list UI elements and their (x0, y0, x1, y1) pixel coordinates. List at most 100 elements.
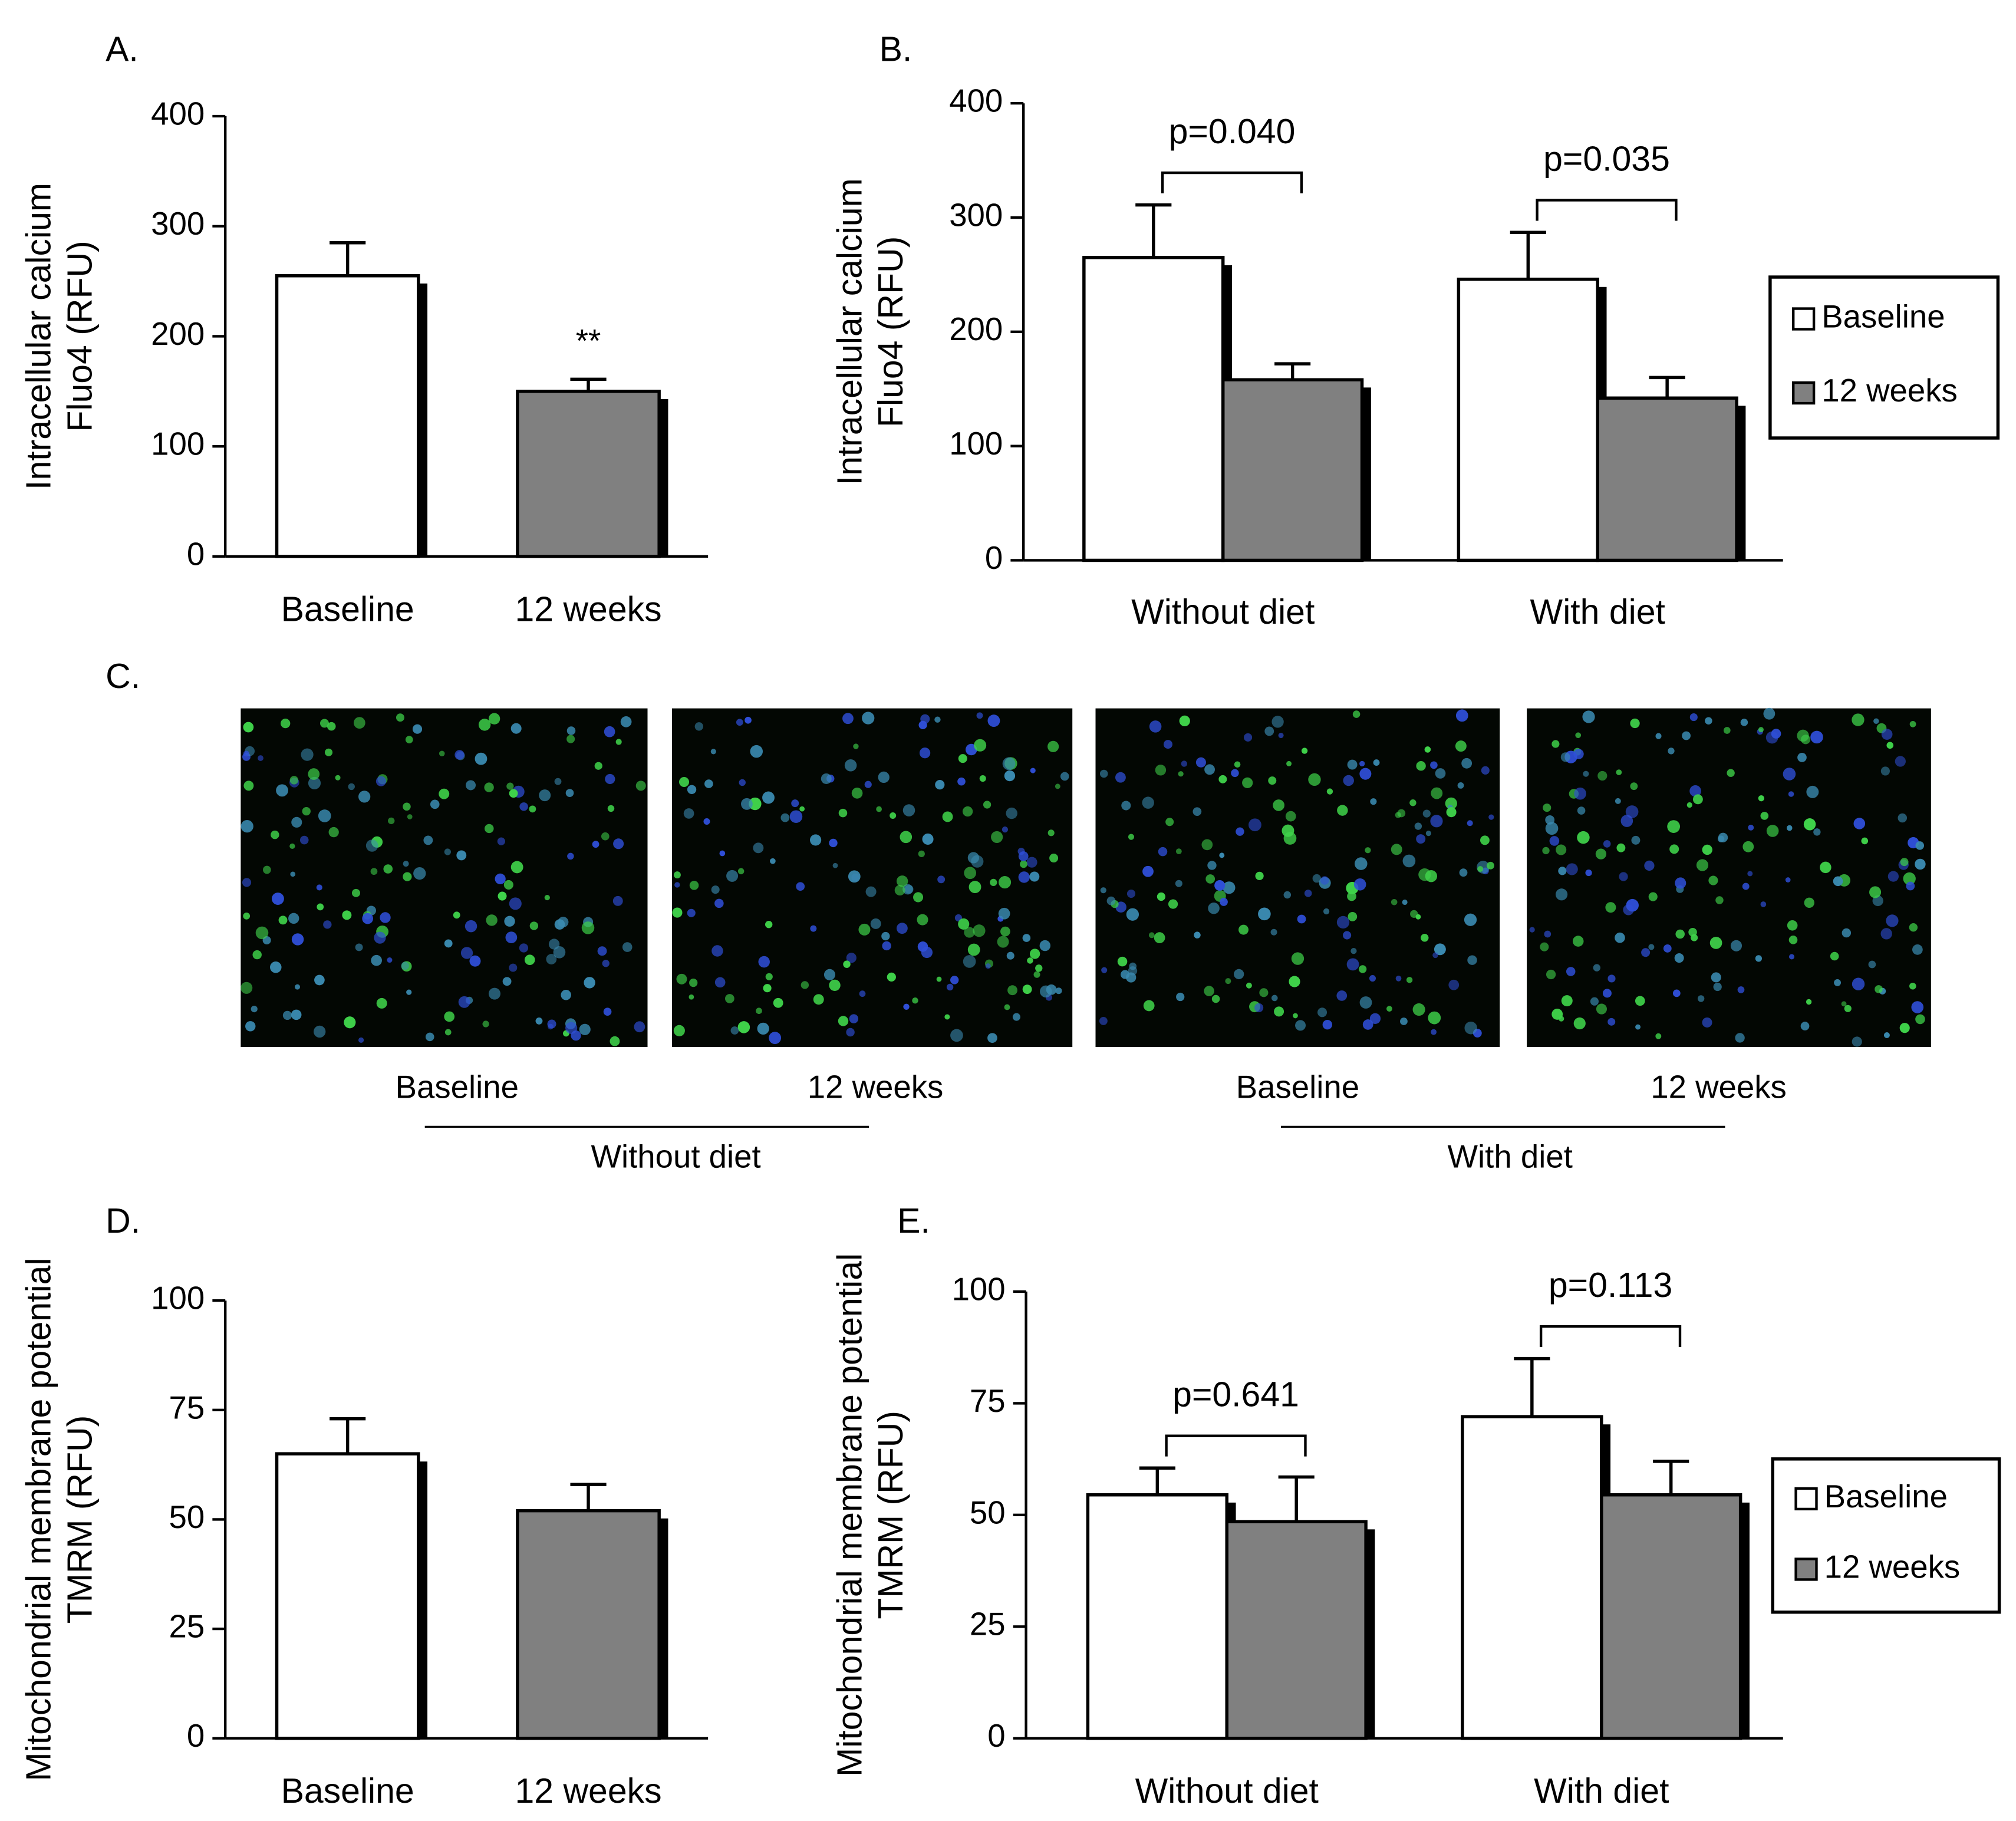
cell (353, 717, 365, 729)
cell (1115, 772, 1126, 783)
cell (745, 716, 752, 724)
bar-shadow (418, 1461, 428, 1738)
p-value: p=0.040 (1169, 113, 1296, 151)
x-tick-label: 12 weeks (515, 590, 662, 628)
cell (466, 780, 476, 791)
y-tick-label: 0 (187, 536, 205, 572)
cell (987, 1033, 997, 1043)
cell (1106, 896, 1116, 905)
cell (1282, 824, 1294, 837)
cell (316, 884, 322, 891)
cell (1705, 717, 1712, 725)
cell (864, 781, 872, 788)
cell (295, 984, 301, 990)
panel-label: A. (106, 30, 139, 68)
cell (1359, 760, 1365, 767)
cell (1758, 727, 1764, 733)
cell (813, 994, 824, 1005)
cell (371, 954, 382, 966)
bar (1086, 1493, 1228, 1740)
cell (1033, 971, 1040, 978)
y-tick-label: 100 (952, 1271, 1006, 1307)
cell (1573, 1017, 1586, 1030)
cell (757, 1022, 769, 1035)
cell (243, 750, 249, 757)
cell (710, 749, 716, 755)
cell (1416, 834, 1426, 844)
cell (1895, 756, 1906, 767)
y-axis-label: TMRM (RFU) (872, 1411, 910, 1619)
cell (1748, 824, 1754, 831)
cell (403, 861, 409, 867)
cell (488, 987, 501, 1000)
cell (387, 957, 393, 963)
error-bar (1514, 1356, 1550, 1417)
cell (1181, 760, 1188, 767)
cell (765, 921, 773, 928)
cell (846, 1028, 855, 1037)
cell (1912, 944, 1923, 955)
x-tick-label: Without diet (1131, 593, 1315, 631)
cell (1635, 996, 1645, 1006)
cell (1631, 835, 1641, 845)
cell (1595, 848, 1607, 860)
cell (1593, 964, 1600, 972)
cell (403, 872, 412, 881)
y-tick-label: 100 (949, 426, 1003, 462)
cell (484, 782, 494, 792)
cell (694, 722, 704, 731)
cell (299, 835, 309, 845)
cell (1603, 840, 1611, 848)
cell (1126, 889, 1136, 898)
cell (1255, 871, 1264, 881)
legend-swatch (1792, 307, 1816, 331)
cell (1205, 874, 1215, 884)
cell (1165, 818, 1174, 826)
legend-box (1768, 275, 2000, 440)
y-tick-label: 0 (985, 540, 1003, 576)
cell (1337, 805, 1348, 816)
cell (1020, 860, 1027, 868)
cell (1467, 955, 1477, 965)
cell (1128, 834, 1135, 840)
cell (1806, 785, 1819, 798)
cell (1549, 836, 1560, 846)
cell (1320, 876, 1329, 885)
cell (1291, 952, 1305, 965)
cell (687, 908, 696, 917)
cell (1317, 1007, 1327, 1017)
cell (1236, 827, 1244, 836)
cell (1861, 837, 1869, 845)
cell (1672, 989, 1681, 997)
cell (997, 936, 1009, 948)
error-bar (1139, 1466, 1175, 1495)
cell (1352, 710, 1361, 718)
cell (1347, 759, 1358, 770)
error-bar (1510, 230, 1546, 279)
panel-label: B. (879, 30, 913, 68)
x-tick-label: Baseline (281, 1772, 414, 1810)
cell (1268, 776, 1277, 785)
cell (1620, 815, 1633, 827)
cell (1909, 720, 1916, 727)
cell (1018, 851, 1029, 861)
cell (1803, 818, 1816, 831)
cell (1246, 982, 1252, 989)
cell (403, 802, 411, 811)
cell (1488, 814, 1494, 820)
cell (497, 837, 506, 845)
cell (458, 996, 470, 1008)
cell (255, 926, 269, 940)
cell (829, 979, 841, 992)
cell (370, 868, 378, 875)
cell (276, 784, 288, 797)
cell (314, 974, 325, 986)
bar (275, 1452, 420, 1740)
cell (258, 755, 263, 761)
cell (1348, 912, 1358, 921)
cell (1343, 775, 1354, 786)
cell (944, 1014, 950, 1020)
cell (1560, 752, 1570, 762)
cell (737, 1021, 750, 1033)
error-bar (330, 241, 366, 276)
